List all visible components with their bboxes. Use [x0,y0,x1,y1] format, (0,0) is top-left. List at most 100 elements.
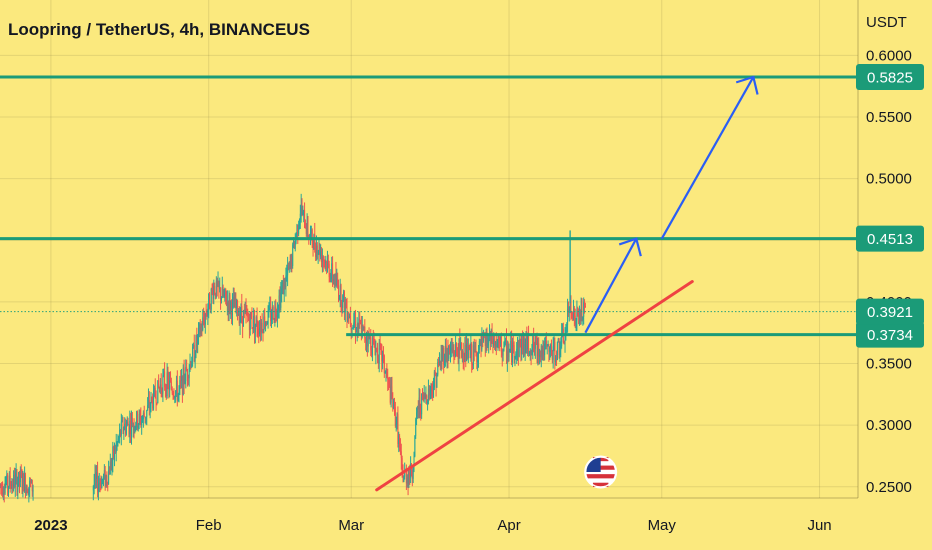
candle-body [133,425,135,431]
candle-body [282,283,284,295]
candle-body [231,299,233,316]
candle-body [518,339,520,357]
candle-body [101,479,103,489]
candle-body [7,486,9,488]
candle-body [138,414,140,424]
candle-body [369,337,371,340]
candle-body [110,461,112,469]
candle-body [250,312,252,319]
candle-body [396,414,398,424]
candle-body [214,286,216,293]
candle-body [24,475,26,492]
candle-body [119,429,121,438]
candle-body [494,342,496,346]
candle-body [247,313,249,318]
candle-body [416,407,418,413]
candle-body [168,380,170,391]
candle-body [259,327,261,333]
candle-body [147,400,149,406]
candle-body [366,339,368,347]
projection-arrow-line[interactable] [660,76,755,240]
support-trendline[interactable] [375,280,694,492]
candle-body [165,388,167,397]
candle-body [379,342,381,345]
candle-body [382,355,384,362]
candle-body [478,341,480,350]
candle-body [517,341,519,357]
candle-body [293,241,295,245]
candle-body [377,357,379,364]
candle-body [296,225,298,236]
candle-body [528,352,530,354]
candle-body [457,353,459,360]
candle-body [278,295,280,310]
candle-body [26,486,28,494]
candle-body [465,345,467,361]
price-tag-label: 0.3921 [867,304,913,321]
candle-body [512,342,514,346]
candle-body [452,350,454,352]
candle-body [542,348,544,356]
candle-body [13,475,15,487]
candle-body [438,360,440,366]
candle-body [186,366,188,371]
candle-body [374,346,376,356]
candle-body [152,398,154,409]
candle-body [553,342,555,347]
candle-body [448,345,450,359]
candle-body [277,309,279,311]
candle-body [209,293,211,310]
candle-body [581,307,583,320]
candle-body [4,485,6,494]
candle-body [394,407,396,426]
candle-body [279,295,281,308]
candle-body [380,344,382,346]
candle-body [220,298,222,301]
candle-body [358,318,360,330]
candle-body [254,315,256,333]
candle-body [533,347,535,349]
candle-body [455,343,457,357]
candle-body [300,205,302,214]
candle-body [337,278,339,287]
candle-body [343,291,345,313]
candle-body [447,350,449,359]
candle-body [175,380,177,391]
candle-body [575,320,577,325]
candle-body [142,419,144,421]
candle-body [405,471,407,484]
candle-body [134,426,136,431]
candle-body [479,340,481,342]
candle-body [349,315,351,319]
candle-body [360,323,362,325]
candle-body [354,321,356,323]
candle-body [96,472,98,479]
candle-body [121,419,123,422]
candle-body [297,225,299,234]
candle-body [501,352,503,356]
candle-body [252,327,254,329]
candle-body [523,336,525,355]
candle-body [519,339,521,345]
candle-body [550,344,552,349]
candle-body [353,322,355,326]
candle-body [389,384,391,403]
candle-body [253,315,255,328]
candle-body [162,375,164,394]
candle-body [571,313,573,319]
candle-body [192,347,194,363]
candle-body [349,315,351,324]
candle-body [500,336,502,344]
candle-body [268,307,270,311]
candle-body [531,351,533,355]
candle-body [554,342,556,363]
projection-arrow-line[interactable] [584,238,638,334]
candle-body [130,420,132,434]
candle-body [407,477,409,484]
candle-body [441,353,443,360]
candle-body [249,312,251,330]
candle-body [340,285,342,306]
candle-body [201,326,203,330]
